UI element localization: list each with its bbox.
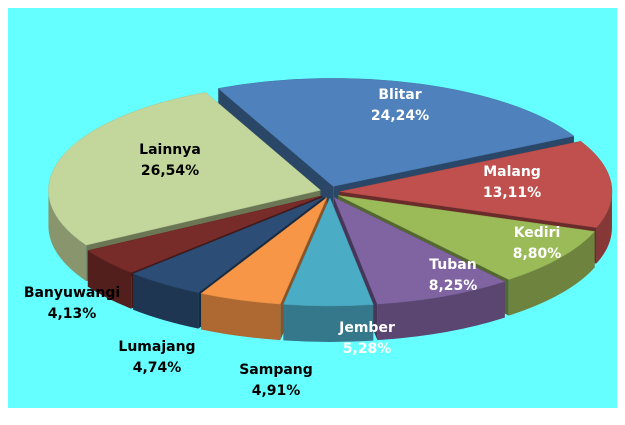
- slice-side: [283, 304, 374, 342]
- slice-side: [596, 191, 612, 264]
- value-label: 26,54%: [141, 163, 199, 179]
- value-label: 4,74%: [133, 360, 182, 376]
- slice-label: Lumajang: [118, 339, 195, 355]
- slice-label: Lainnya: [139, 142, 201, 158]
- slice-label: Tuban: [429, 257, 476, 273]
- slice: [339, 141, 613, 228]
- slice: [338, 195, 596, 280]
- slice-side: [133, 273, 199, 329]
- slice: [283, 197, 374, 307]
- slice-side: [201, 293, 281, 341]
- slice-label: Kediri: [514, 225, 561, 241]
- slice-label: Jember: [338, 320, 395, 336]
- slice-label: Blitar: [378, 87, 421, 103]
- slice: [333, 196, 506, 305]
- slice: [200, 196, 328, 305]
- slice: [87, 195, 323, 273]
- slice-label: Malang: [483, 164, 541, 180]
- slice: [48, 92, 321, 246]
- slice: [132, 196, 325, 293]
- slice-label: Sampang: [239, 362, 313, 378]
- slice-side: [508, 231, 595, 316]
- slice-side: [48, 190, 87, 282]
- slice: [217, 78, 575, 187]
- value-label: 8,80%: [513, 246, 562, 262]
- value-label: 4,91%: [252, 383, 301, 399]
- value-label: 5,28%: [343, 341, 392, 357]
- value-label: 8,25%: [429, 278, 478, 294]
- value-label: 13,11%: [483, 185, 541, 201]
- value-label: 24,24%: [371, 108, 429, 124]
- slice-side: [87, 250, 132, 309]
- slice-side: [377, 281, 505, 341]
- value-label: 4,13%: [48, 306, 97, 322]
- slice-label: Banyuwangi: [24, 285, 120, 301]
